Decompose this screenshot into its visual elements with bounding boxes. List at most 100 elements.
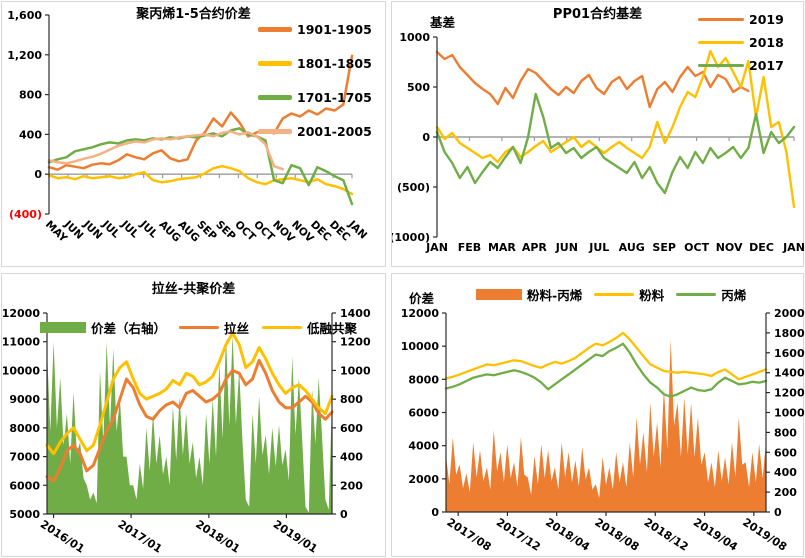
y-tick-label: 5000: [9, 508, 40, 521]
y-tick-label: 1200: [774, 387, 805, 400]
x-tick-label: FEB: [458, 241, 481, 254]
legend: 1901-1905 1801-1805 1701-1705 2001-2005: [258, 22, 372, 139]
legend-label: 2019: [749, 12, 784, 27]
legend-swatch-y2019: [698, 17, 744, 22]
x-tick-label: 2017/01: [115, 518, 164, 556]
y-tick-label: 1400: [340, 307, 371, 320]
series-line-s1701: [47, 127, 354, 206]
x-tick-label: 2017/08: [445, 516, 494, 554]
x-tick-label: JUL: [137, 218, 160, 241]
y-tick-label: 1200: [340, 336, 371, 349]
y-tick-label: 0: [774, 506, 782, 519]
legend-item-s1701: 1701-1705: [258, 90, 372, 105]
y-tick-label: 8000: [408, 373, 439, 386]
legend-swatch-fenliao: [594, 292, 635, 297]
legend-label: 1701-1705: [297, 90, 372, 105]
y-tick-label: 600: [340, 422, 363, 435]
x-tick-label: OCT: [684, 241, 709, 254]
legend-label: 拉丝: [224, 321, 250, 336]
y-tick-label: 200: [774, 486, 797, 499]
legend-item-fenliao-bingxi: 粉料-丙烯: [476, 285, 582, 304]
y-tick-label: 12000: [401, 307, 440, 320]
chart-title: 拉丝-共聚价差: [151, 282, 236, 297]
legend-item-fenliao: 粉料: [594, 285, 664, 304]
x-tick-label: 2018/08: [592, 516, 641, 554]
y-axis-title: 价差: [409, 291, 435, 306]
legend-item-s1801: 1801-1805: [258, 56, 372, 71]
chart-canvas-lasi-gongju-spread: 1200011000100009000800070006000500014001…: [2, 307, 371, 556]
chart-panel-lasi-gongju-spread: 拉丝-共聚价差 12000 11000 10000 9000 8000 7000 6000 5…: [1, 273, 386, 557]
y-tick-label: (500): [397, 181, 430, 194]
x-tick-label: 2019/08: [740, 516, 789, 554]
legend-item-y2017: 2017: [698, 58, 784, 73]
y-tick-label: 11000: [2, 336, 40, 349]
y-tick-label: 1600: [774, 347, 805, 360]
legend-label: 价差（右轴）: [91, 321, 167, 336]
y-tick-label: 800: [340, 393, 363, 406]
legend-item-s2001: 2001-2005: [258, 124, 372, 139]
series-area-jiacha: [47, 334, 332, 514]
y-tick-label: 8000: [9, 422, 40, 435]
x-tick-label: JAN: [425, 241, 448, 254]
y-tick-label: 0: [422, 131, 430, 144]
legend-label: 2018: [749, 35, 784, 50]
y-axis-title: 基差: [430, 15, 456, 30]
legend-item-s1901: 1901-1905: [258, 22, 372, 37]
legend-swatch-jiacha: [40, 322, 86, 333]
y-tick-label: 10000: [2, 364, 40, 377]
y-tick-label: 1,200: [7, 49, 42, 62]
x-tick-label: DEC: [749, 241, 774, 254]
series-area-fenliao-bingxi: [446, 339, 766, 512]
y-tick-label: 12000: [2, 307, 40, 320]
legend-swatch-s1901: [258, 27, 292, 32]
y-tick-label: 0: [431, 506, 439, 519]
x-tick-label: SEP: [213, 219, 238, 243]
x-tick-label: 2016/01: [38, 518, 87, 556]
series-line-s1801: [47, 164, 354, 196]
legend: 粉料-丙烯 粉料 丙烯: [476, 285, 746, 304]
series-line-lasi: [45, 358, 334, 483]
series-line-y2018: [435, 49, 796, 209]
legend-label: 丙烯: [721, 288, 747, 303]
y-tick-label: 1000: [399, 31, 430, 44]
x-tick-label: 2017/12: [494, 516, 543, 554]
legend-swatch-y2018: [698, 40, 744, 45]
x-tick-label: AUG: [619, 241, 645, 254]
series-line-y2017: [435, 92, 796, 195]
y-tick-label: 1000: [340, 364, 371, 377]
y-tick-label: 0: [34, 168, 42, 181]
legend-label: 粉料-丙烯: [527, 288, 583, 303]
chart-title: 聚丙烯1-5合约价差: [136, 7, 251, 22]
chart-canvas-fenliao-bingxi-spread: 1200010000800060004000200002000180016001…: [401, 307, 805, 554]
chart-panel-pp01-basis: PP01合约基差 基差 1000 500 0 (500) (1000) JAN FEB MAR…: [391, 1, 805, 267]
y-tick-label: 1800: [774, 327, 805, 340]
legend-swatch-fenliao-bingxi: [476, 289, 522, 300]
legend-label: 2017: [749, 58, 784, 73]
x-tick-label: 2019/01: [271, 518, 320, 556]
y-tick-label: 200: [340, 479, 363, 492]
x-tick-label: SEP: [652, 241, 676, 254]
x-tick-label: JAN: [782, 241, 805, 254]
y-tick-label: (1000): [392, 231, 430, 244]
y-tick-label: 500: [407, 81, 430, 94]
x-tick-label: JUL: [99, 218, 122, 241]
y-tick-label: 600: [774, 446, 797, 459]
legend-swatch-y2017: [698, 63, 744, 68]
legend: 价差（右轴） 拉丝 低融共聚: [40, 318, 357, 337]
legend-item-lasi: 拉丝: [179, 318, 249, 337]
y-tick-label: 1000: [774, 407, 805, 420]
chart-title: PP01合约基差: [552, 7, 643, 22]
legend-item-dironggongju: 低融共聚: [262, 318, 357, 337]
x-tick-label: JUL: [118, 218, 141, 241]
legend-label: 1901-1905: [297, 22, 372, 37]
y-tick-label: 1,600: [7, 9, 42, 22]
chart-panel-fenliao-bingxi-spread: 价差 12000 10000 8000 6000 4000 2000 0 2000 1800 16…: [391, 273, 805, 557]
y-tick-label: 6000: [9, 479, 40, 492]
series-line-s2001: [47, 130, 284, 171]
legend-item-y2019: 2019: [698, 12, 784, 27]
y-tick-label: (400): [9, 208, 42, 221]
legend-item-jiacha: 价差（右轴）: [40, 318, 166, 337]
legend-label: 粉料: [639, 288, 665, 303]
